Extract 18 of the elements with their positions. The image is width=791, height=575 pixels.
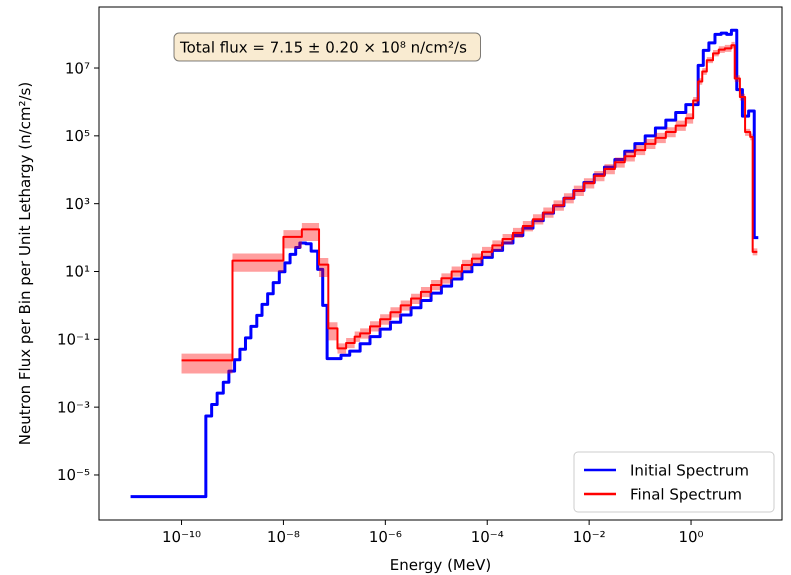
x-tick-label: 10⁻⁸	[266, 528, 300, 546]
y-tick-label: 10⁷	[64, 59, 90, 78]
y-axis-title: Neutron Flux per Bin per Unit Lethargy (n/cm²/s)	[16, 82, 34, 446]
annotation: Total flux = 7.15 ± 0.20 × 10⁸ n/cm²/s	[179, 38, 468, 56]
y-tick-label: 10⁻³	[56, 398, 90, 416]
y-tick-label: 10⁻⁵	[56, 466, 90, 484]
x-tick-label: 10⁻¹⁰	[162, 528, 202, 546]
x-tick-label: 10⁻⁶	[368, 528, 402, 546]
legend-label: Initial Spectrum	[630, 461, 749, 480]
y-tick-label: 10⁵	[64, 127, 90, 146]
legend-label: Final Spectrum	[630, 485, 742, 504]
x-tick-label: 10⁻²	[572, 528, 606, 546]
y-tick-label: 10³	[64, 194, 90, 213]
y-tick-label: 10¹	[64, 262, 90, 281]
x-axis-title: Energy (MeV)	[390, 556, 492, 574]
y-tick-label: 10⁻¹	[56, 330, 90, 349]
x-tick-label: 10⁻⁴	[470, 528, 504, 546]
x-tick-label: 10⁰	[678, 528, 704, 546]
